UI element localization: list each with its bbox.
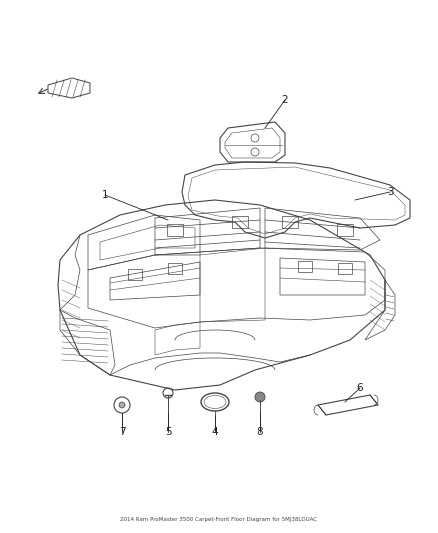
Text: 3: 3 — [387, 187, 393, 197]
Text: 2014 Ram ProMaster 3500 Carpet-Front Floor Diagram for 5MJ38LDUAC: 2014 Ram ProMaster 3500 Carpet-Front Flo… — [120, 518, 318, 522]
Text: 4: 4 — [212, 427, 218, 437]
Text: 7: 7 — [119, 427, 125, 437]
Text: 5: 5 — [165, 427, 171, 437]
Circle shape — [255, 392, 265, 402]
Text: 6: 6 — [357, 383, 363, 393]
Text: 2: 2 — [282, 95, 288, 105]
Text: 8: 8 — [257, 427, 263, 437]
Circle shape — [119, 402, 125, 408]
Text: 1: 1 — [102, 190, 108, 200]
